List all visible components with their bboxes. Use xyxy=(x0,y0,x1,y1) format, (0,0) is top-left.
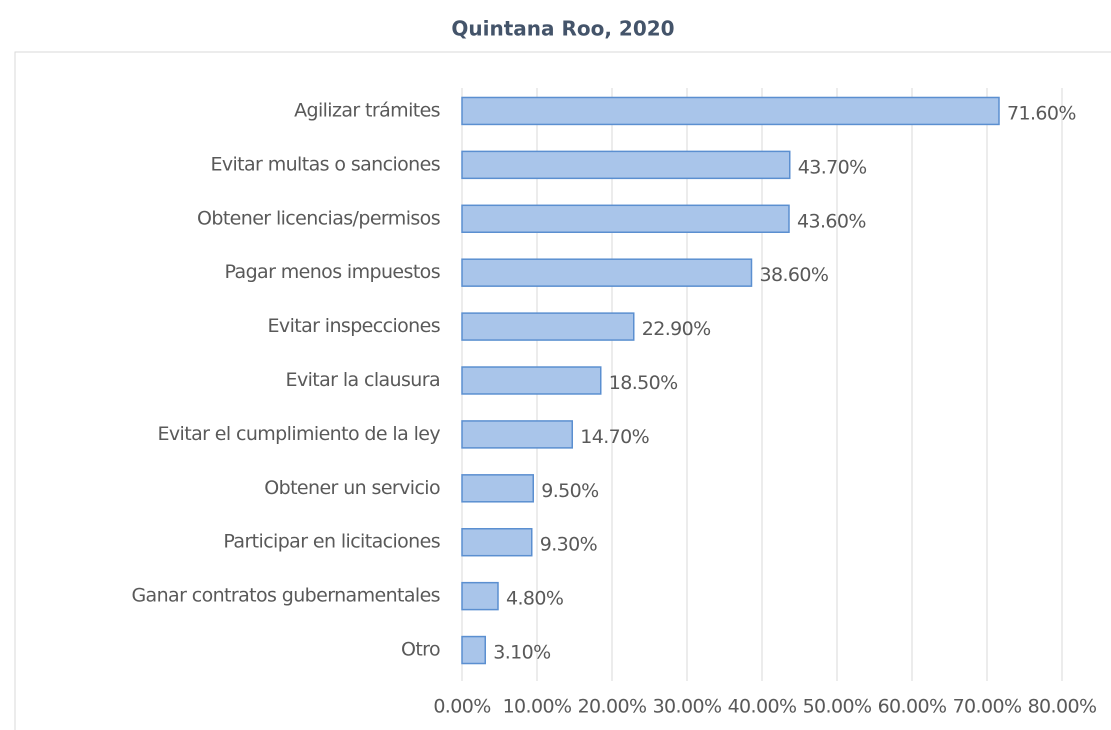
value-label: 4.80% xyxy=(506,588,563,610)
value-label: 22.90% xyxy=(642,318,711,340)
bar xyxy=(461,150,791,180)
x-tick-label: 30.00% xyxy=(653,696,722,718)
y-tick-label: Ganar contratos gubernamentales xyxy=(131,585,440,607)
chart-title: Quintana Roo, 2020 xyxy=(451,17,674,41)
y-tick-label: Evitar la clausura xyxy=(286,369,440,391)
value-label: 43.60% xyxy=(797,210,866,232)
value-label: 9.50% xyxy=(541,480,598,502)
bar xyxy=(461,258,753,287)
bar xyxy=(461,420,573,449)
bar xyxy=(461,635,486,665)
value-label: 9.30% xyxy=(540,534,597,556)
x-tick-label: 60.00% xyxy=(878,696,947,718)
y-tick-label: Obtener un servicio xyxy=(264,477,440,499)
x-tick-label: 20.00% xyxy=(578,696,647,718)
y-tick-label: Evitar inspecciones xyxy=(268,315,440,337)
value-label: 3.10% xyxy=(493,642,550,664)
x-tick-label: 70.00% xyxy=(953,696,1022,718)
x-tick-label: 10.00% xyxy=(503,696,572,718)
y-tick-label: Evitar multas o sanciones xyxy=(210,153,440,175)
y-tick-label: Participar en licitaciones xyxy=(223,531,440,553)
y-tick-label: Obtener licencias/permisos xyxy=(197,207,440,229)
bar xyxy=(461,474,534,503)
y-tick-label: Pagar menos impuestos xyxy=(225,261,440,283)
bar xyxy=(461,312,635,341)
value-label: 18.50% xyxy=(609,372,678,394)
x-tick-label: 40.00% xyxy=(728,696,797,718)
chart-border xyxy=(14,51,1111,730)
bar xyxy=(461,96,1000,126)
bar xyxy=(461,581,499,611)
value-label: 43.70% xyxy=(798,156,867,178)
bar xyxy=(461,204,790,234)
value-label: 38.60% xyxy=(760,264,829,286)
x-tick-label: 50.00% xyxy=(803,696,872,718)
y-tick-label: Evitar el cumplimiento de la ley xyxy=(158,423,441,445)
bar xyxy=(461,528,533,557)
x-tick-label: 0.00% xyxy=(433,696,490,718)
value-label: 14.70% xyxy=(580,426,649,448)
y-tick-label: Agilizar trámites xyxy=(294,99,440,121)
bar xyxy=(461,366,602,395)
value-label: 71.60% xyxy=(1007,102,1076,124)
x-tick-label: 80.00% xyxy=(1028,696,1097,718)
y-tick-label: Otro xyxy=(401,639,440,661)
